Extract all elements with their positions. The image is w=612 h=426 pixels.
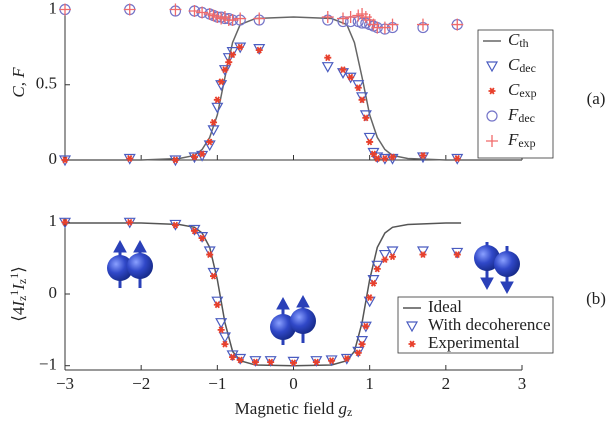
triangle-marker [212, 103, 222, 112]
triangle-marker [323, 63, 333, 72]
y-tick-label: 1 [49, 0, 58, 17]
star-marker [389, 254, 396, 260]
star-marker [313, 359, 320, 365]
plus-marker [451, 19, 463, 31]
x-tick-label: 3 [518, 374, 527, 393]
legend-label: Ideal [428, 297, 462, 316]
italic-text: C [508, 30, 520, 49]
panel: 00.51C, F(a)CthCdecCexpFdecFexp [9, 0, 606, 168]
star-marker [199, 235, 206, 241]
plus-marker [337, 13, 349, 25]
star-marker [347, 74, 354, 80]
x-tick-label: 1 [365, 374, 374, 393]
plus-marker [59, 4, 71, 16]
y-tick-label: 0.5 [36, 74, 57, 93]
sub-text: exp [518, 136, 535, 150]
curve [65, 17, 522, 160]
text-part: Experimental [428, 333, 520, 352]
star-marker [328, 358, 335, 364]
plus-marker [124, 4, 136, 16]
text-part: With decoherence [428, 315, 551, 334]
figure: 00.51C, F(a)CthCdecCexpFdecFexp−101−3−2−… [0, 0, 612, 426]
star-marker [355, 350, 362, 356]
plus-marker [387, 19, 399, 31]
x-tick-label: −3 [56, 374, 74, 393]
star-marker [237, 44, 244, 50]
text-part: Ideal [428, 297, 462, 316]
italic-text: g [339, 399, 348, 418]
plus-marker [417, 19, 429, 31]
italic-text: C [508, 80, 520, 99]
sub-text: dec [518, 111, 535, 125]
y-axis-label: C, F [9, 67, 28, 98]
italic-text: F [507, 105, 519, 124]
plus-marker [196, 7, 208, 19]
star-marker [324, 55, 331, 61]
sub-text: exp [519, 86, 536, 100]
star-marker [206, 139, 213, 145]
sub-text: th [519, 36, 528, 50]
italic-text: C [508, 55, 520, 74]
plus-marker [188, 5, 200, 17]
legend-label: Experimental [428, 333, 520, 352]
italic-text: C, F [9, 67, 28, 98]
x-tick-label: 2 [442, 374, 451, 393]
star-marker [362, 323, 369, 329]
text-part: ⟩ [9, 266, 28, 273]
panel-label: (a) [587, 89, 606, 108]
text-part: ⟨4 [9, 306, 28, 322]
plus-marker [345, 11, 357, 23]
x-tick-label: −2 [132, 374, 150, 393]
star-marker [267, 359, 274, 365]
y-tick-label: −1 [39, 355, 57, 374]
star-marker [340, 67, 347, 73]
x-axis-label: Magnetic field gz [235, 399, 353, 419]
star-marker [126, 219, 133, 225]
text-part: Magnetic field [235, 399, 339, 418]
y-axis-label: ⟨4Iz1Iz1⟩ [7, 266, 29, 322]
y-tick-label: 0 [49, 149, 58, 168]
sub-text: z [347, 405, 352, 419]
x-tick-label: 0 [289, 374, 298, 393]
star-marker [366, 139, 373, 145]
y-tick-label: 0 [49, 283, 58, 302]
page: 00.51C, F(a)CthCdecCexpFdecFexp−101−3−2−… [0, 0, 612, 426]
legend-label: With decoherence [428, 315, 551, 334]
star-marker [381, 155, 388, 161]
plus-marker [322, 11, 334, 23]
y-tick-label: 1 [49, 211, 58, 230]
star-marker [172, 222, 179, 228]
italic-text: F [507, 130, 519, 149]
sub-text: dec [519, 61, 536, 75]
panel-label: (b) [586, 289, 606, 308]
x-tick-label: −1 [208, 374, 226, 393]
